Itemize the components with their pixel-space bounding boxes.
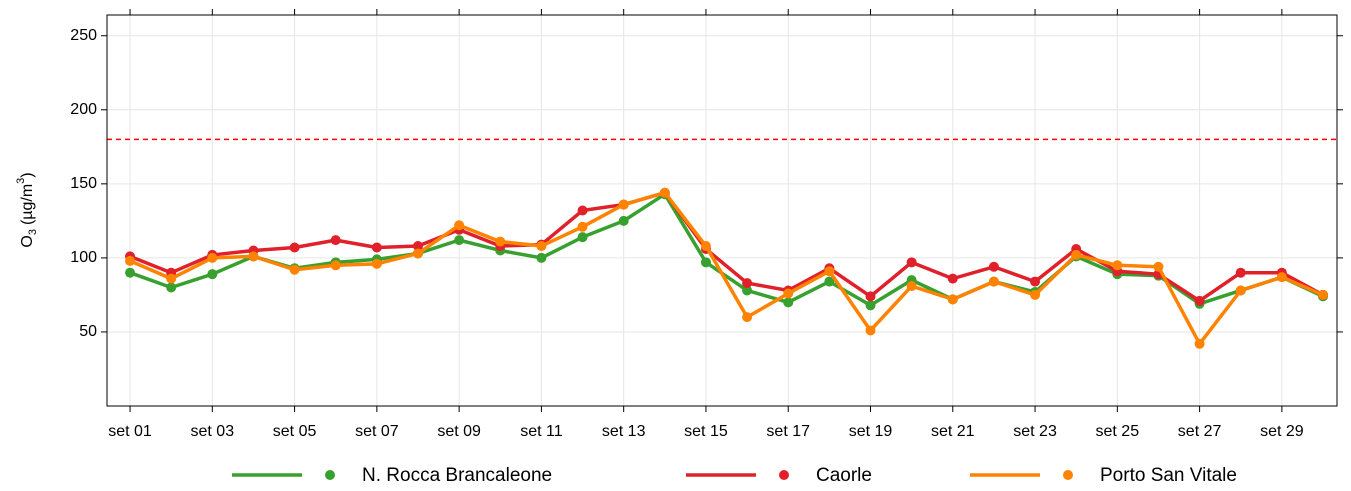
data-point — [742, 285, 753, 296]
data-point — [577, 221, 588, 232]
data-point — [207, 252, 218, 263]
data-point — [742, 278, 753, 289]
y-tick-label: 100 — [70, 249, 97, 266]
y-axis-label: O3(µg/m3) — [15, 172, 39, 247]
data-point — [947, 294, 958, 305]
series-line — [129, 190, 1324, 303]
legend-marker — [1063, 470, 1073, 480]
x-tick-label: set 21 — [931, 423, 975, 440]
data-point — [412, 241, 423, 252]
legend-label: N. Rocca Brancaleone — [362, 465, 552, 486]
data-point — [742, 312, 753, 323]
data-point — [330, 260, 341, 271]
x-tick-label: set 07 — [355, 423, 399, 440]
legend-label: Caorle — [816, 465, 872, 486]
data-point — [865, 300, 876, 311]
data-point — [330, 235, 341, 246]
y-tick-label: 150 — [70, 175, 97, 192]
series-line — [129, 192, 1324, 308]
series-line — [129, 190, 1324, 346]
x-tick-label: set 01 — [108, 423, 152, 440]
y-label-sub: 3 — [27, 229, 39, 235]
data-point — [454, 220, 465, 231]
data-point — [1194, 338, 1205, 349]
legend-marker — [325, 470, 335, 480]
data-point — [577, 205, 588, 216]
y-label-unit: (µg/m — [19, 184, 36, 225]
data-point — [865, 325, 876, 336]
data-point — [1112, 260, 1123, 271]
x-tick-label: set 05 — [273, 423, 317, 440]
data-point — [289, 264, 300, 275]
data-point — [1235, 267, 1246, 278]
y-tick-label: 50 — [79, 323, 97, 340]
plot-frame — [106, 14, 1338, 407]
data-point — [1153, 261, 1164, 272]
data-point — [371, 242, 382, 253]
x-tick-label: set 03 — [191, 423, 235, 440]
y-tick-label: 250 — [70, 27, 97, 44]
data-point — [906, 257, 917, 268]
data-point — [618, 215, 629, 226]
data-point — [988, 276, 999, 287]
data-point — [906, 281, 917, 292]
legend-marker — [779, 470, 789, 480]
x-tick-label: set 09 — [437, 423, 481, 440]
data-point — [412, 248, 423, 259]
data-point — [1235, 285, 1246, 296]
data-point — [248, 251, 259, 262]
data-point — [824, 266, 835, 277]
data-point — [536, 252, 547, 263]
data-point — [824, 276, 835, 287]
data-point — [125, 267, 136, 278]
x-tick-label: set 11 — [520, 423, 563, 440]
data-point — [659, 187, 670, 198]
y-label-close: ) — [19, 172, 36, 177]
x-tick-label: set 17 — [766, 423, 810, 440]
data-point — [125, 255, 136, 266]
data-point — [1276, 272, 1287, 283]
x-tick-label: set 15 — [684, 423, 728, 440]
data-point — [536, 241, 547, 252]
data-point — [988, 261, 999, 272]
data-point — [1318, 289, 1329, 300]
data-point — [577, 232, 588, 243]
data-point — [700, 257, 711, 268]
data-point — [1030, 276, 1041, 287]
x-tick-label: set 13 — [602, 423, 646, 440]
x-tick-label: set 23 — [1013, 423, 1057, 440]
data-point — [454, 235, 465, 246]
data-point — [1071, 249, 1082, 260]
legend-label: Porto San Vitale — [1100, 465, 1237, 486]
y-tick-label: 200 — [70, 101, 97, 118]
data-point — [700, 241, 711, 252]
x-tick-label: set 25 — [1096, 423, 1140, 440]
data-point — [166, 282, 177, 293]
data-point — [166, 273, 177, 284]
data-point — [1030, 289, 1041, 300]
data-point — [865, 291, 876, 302]
data-point — [289, 242, 300, 253]
data-point — [495, 236, 506, 247]
data-point — [783, 297, 794, 308]
y-label-sup: 3 — [15, 178, 27, 184]
data-point — [371, 258, 382, 269]
data-point — [783, 288, 794, 299]
data-point — [207, 269, 218, 280]
data-point — [1194, 295, 1205, 306]
data-point — [947, 273, 958, 284]
y-label-main: O — [19, 235, 36, 247]
x-tick-label: set 19 — [849, 423, 893, 440]
x-tick-label: set 29 — [1260, 423, 1304, 440]
x-tick-label: set 27 — [1178, 423, 1222, 440]
data-point — [618, 199, 629, 210]
